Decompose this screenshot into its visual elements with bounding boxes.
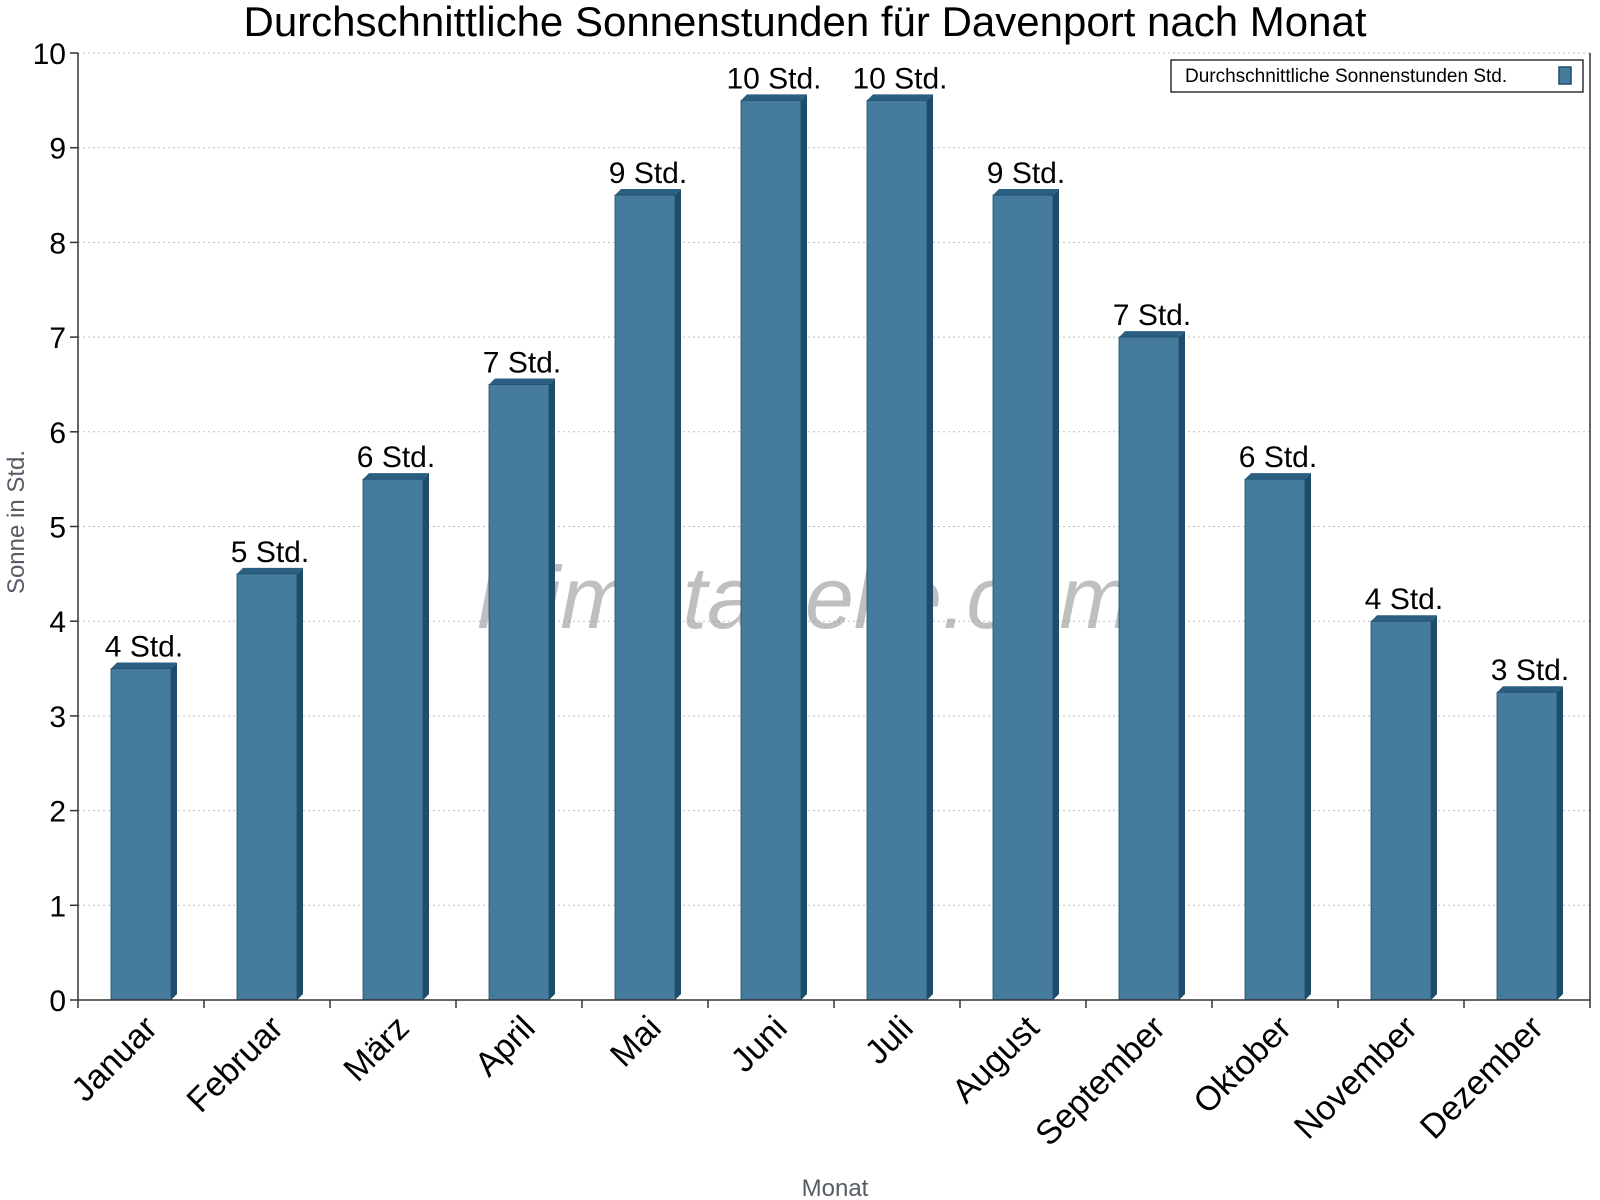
bar-side [1305,473,1311,1000]
value-label: 7 Std. [483,346,561,379]
x-tick-label: Oktober [1186,1009,1298,1121]
bar-front [992,194,1054,1001]
y-tick-label: 3 [49,701,66,734]
bar-front [110,668,172,1001]
bar-top [237,567,303,574]
value-label: 9 Std. [609,157,687,190]
legend-box [1170,59,1584,93]
bar-front [740,99,802,1001]
value-label: 4 Std. [105,631,183,664]
value-label: 9 Std. [987,157,1065,190]
bar [1496,686,1563,1001]
bar [1118,331,1185,1001]
x-tick-label: Dezember [1413,1009,1551,1147]
value-label: 3 Std. [1491,654,1569,687]
bar-side [423,473,429,1000]
bar-front [1496,691,1558,1001]
bar-side [801,94,807,1001]
bar-front [362,478,424,1001]
y-tick-label: 0 [49,985,66,1018]
bar [488,378,555,1001]
value-labels: 4 Std. 5 Std. 6 Std. 7 Std. 9 Std. 10 Std. 10 … [105,62,1569,687]
bar-top [1371,615,1437,622]
bar-side [927,94,933,1001]
chart-title: Durchschnittliche Sonnenstunden für Dave… [243,0,1366,45]
y-tick-label: 10 [33,38,66,71]
y-tick-label: 2 [49,796,66,829]
bar-side [1431,615,1437,1000]
value-label: 5 Std. [231,536,309,569]
bar-front [1118,336,1180,1001]
value-label: 4 Std. [1365,583,1443,616]
bar-side [297,567,303,1000]
y-tick-label: 9 [49,133,66,166]
bar-front [614,194,676,1001]
bar-side [675,189,681,1001]
value-label: 6 Std. [1239,441,1317,474]
bar-side [171,662,177,1000]
legend-swatch [1558,66,1572,85]
y-tick-label: 7 [49,322,66,355]
bar-top [615,189,681,196]
bar [992,189,1059,1001]
bar-top [111,662,177,669]
bar [236,567,303,1001]
value-label: 6 Std. [357,441,435,474]
value-label: 10 Std. [726,62,821,95]
x-tick-label: Januar [64,1009,164,1109]
x-tick-label: Mai [603,1009,669,1075]
bar-top [1245,473,1311,480]
bar-side [1053,189,1059,1001]
x-tick-label: November [1287,1009,1425,1147]
bar-side [1557,686,1563,1000]
bar-front [866,99,928,1001]
legend-label: Durchschnittliche Sonnenstunden Std. [1185,66,1507,87]
x-tick-label: September [1028,1009,1172,1153]
x-tick-label: Juli [858,1009,921,1072]
bar-top [1497,686,1563,693]
x-tick-label: März [336,1009,416,1089]
bar-side [549,378,555,1000]
y-tick-label: 4 [49,606,66,639]
x-tick-label: Juni [724,1009,795,1080]
grid-lines [78,52,1590,906]
bar-front [236,573,298,1001]
bar [362,473,429,1001]
value-label: 10 Std. [852,62,947,95]
bar [1370,615,1437,1001]
bar-top [1119,331,1185,338]
bar-top [363,473,429,480]
bar-top [741,94,807,101]
y-axis-title: Sonne in Std. [3,450,30,594]
bar [740,94,807,1001]
x-tick-label: April [468,1009,543,1084]
bar-front [488,384,550,1001]
y-tick-label: 6 [49,417,66,450]
bar-side [1179,331,1185,1001]
bar [614,189,681,1001]
value-label: 7 Std. [1113,299,1191,332]
bar [1244,473,1311,1001]
bars [110,94,1563,1001]
x-axis-title: Monat [802,1175,869,1200]
x-tick-label: August [945,1008,1047,1110]
y-tick-label: 5 [49,512,66,545]
legend: Durchschnittliche Sonnenstunden Std. [1170,59,1584,93]
bar [866,94,933,1001]
y-tick-label: 1 [49,890,66,923]
bar [110,662,177,1001]
y-tick-label: 8 [49,227,66,260]
bar-front [1370,620,1432,1001]
bar-front [1244,478,1306,1001]
bar-top [867,94,933,101]
x-tick-label: Februar [180,1009,291,1120]
bar-top [993,189,1059,196]
bar-top [489,378,555,385]
